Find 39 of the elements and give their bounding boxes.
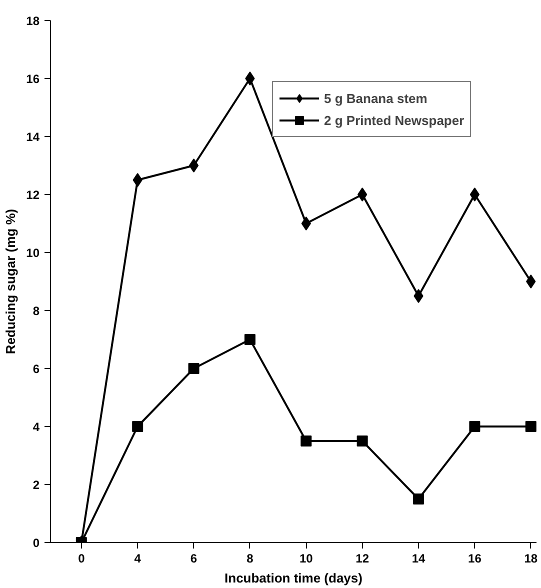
point bbox=[245, 72, 255, 86]
y-tick-label: 2 bbox=[32, 478, 40, 492]
y-tick-label: 6 bbox=[32, 362, 40, 376]
point bbox=[132, 173, 142, 187]
point bbox=[469, 421, 480, 432]
point bbox=[356, 436, 368, 446]
x-tick-label: 12 bbox=[356, 552, 370, 566]
legend-label: 2 g Printed Newspaper bbox=[324, 112, 464, 128]
point bbox=[414, 289, 424, 303]
y-axis-title: Reducing sugar (mg %) bbox=[3, 208, 18, 354]
point bbox=[188, 363, 200, 374]
point bbox=[470, 188, 480, 202]
point bbox=[525, 421, 536, 432]
point bbox=[413, 494, 424, 504]
x-axis-title: Incubation time (days) bbox=[224, 570, 362, 586]
x-tick-label: 8 bbox=[246, 552, 254, 566]
x-tick-label: 16 bbox=[468, 552, 482, 566]
y-tick-label: 18 bbox=[26, 14, 40, 28]
legend-label: 5 g Banana stem bbox=[324, 90, 428, 106]
x-tick-label: 0 bbox=[78, 552, 86, 566]
point bbox=[357, 188, 368, 202]
y-tick-label: 12 bbox=[26, 188, 40, 202]
y-tick-label: 0 bbox=[32, 536, 40, 550]
x-tick-label: 14 bbox=[412, 552, 426, 566]
point bbox=[188, 158, 199, 172]
point bbox=[132, 421, 144, 432]
y-tick-label: 16 bbox=[26, 72, 40, 86]
point bbox=[300, 436, 312, 446]
y-tick-label: 8 bbox=[32, 304, 40, 318]
y-tick-label: 14 bbox=[26, 130, 40, 144]
point bbox=[526, 274, 536, 288]
x-tick-label: 6 bbox=[190, 552, 198, 566]
y-tick-label: 4 bbox=[32, 420, 40, 434]
x-tick-label: 18 bbox=[524, 552, 538, 566]
x-tick-label: 10 bbox=[299, 552, 314, 566]
point bbox=[244, 334, 256, 345]
x-tick-label: 4 bbox=[134, 552, 142, 566]
y-tick-label: 10 bbox=[26, 246, 40, 260]
point bbox=[301, 216, 311, 230]
